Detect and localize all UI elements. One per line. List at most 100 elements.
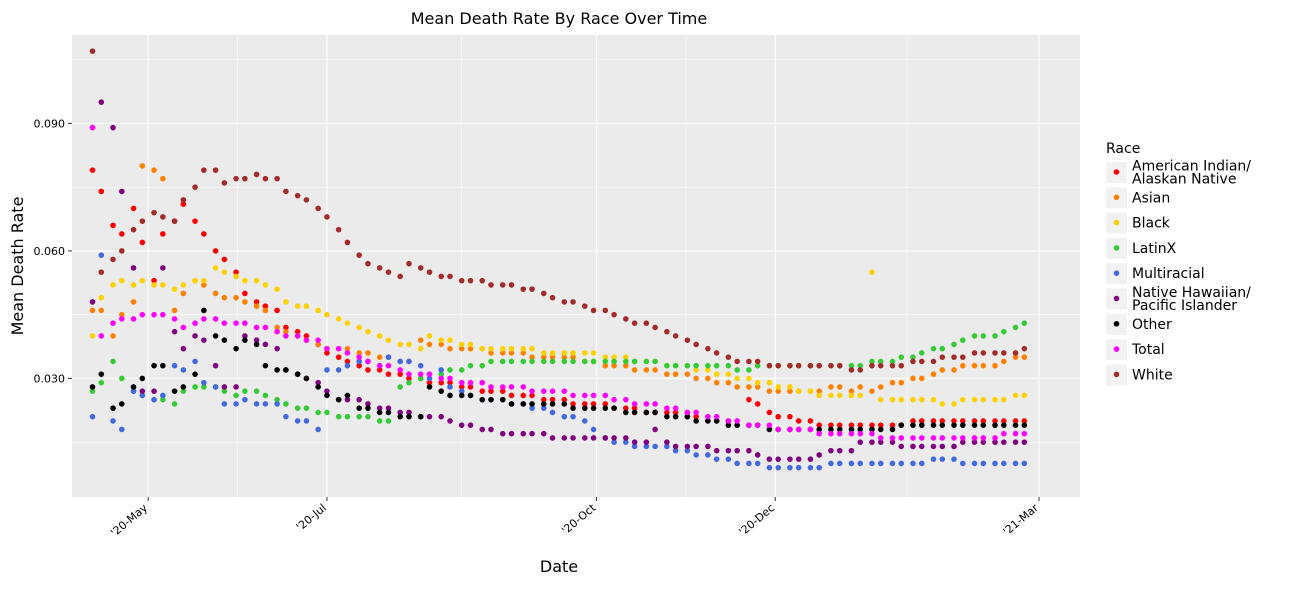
data-point bbox=[467, 379, 474, 386]
data-point bbox=[540, 401, 547, 407]
data-point bbox=[623, 316, 629, 322]
data-point bbox=[581, 418, 588, 424]
data-point bbox=[160, 392, 166, 399]
data-point bbox=[992, 396, 998, 403]
data-point bbox=[233, 273, 239, 280]
data-point bbox=[315, 341, 321, 348]
data-point bbox=[992, 435, 998, 441]
data-point bbox=[857, 430, 864, 437]
data-point bbox=[262, 392, 269, 399]
data-point bbox=[110, 222, 116, 229]
data-point bbox=[836, 430, 843, 437]
data-point bbox=[643, 443, 650, 450]
data-point bbox=[766, 426, 773, 433]
data-point bbox=[192, 333, 198, 339]
data-point bbox=[458, 277, 465, 284]
data-point bbox=[98, 371, 105, 377]
data-point bbox=[447, 379, 453, 386]
data-point bbox=[89, 167, 96, 173]
data-point bbox=[746, 384, 752, 390]
data-point bbox=[1021, 320, 1028, 326]
data-point bbox=[1021, 460, 1028, 467]
data-point bbox=[171, 388, 178, 394]
data-point bbox=[406, 341, 412, 348]
data-point bbox=[130, 388, 137, 394]
data-point bbox=[397, 413, 403, 420]
data-point bbox=[365, 413, 371, 420]
data-point bbox=[877, 422, 884, 428]
data-point bbox=[119, 248, 125, 254]
data-point bbox=[139, 277, 146, 284]
data-point bbox=[611, 439, 617, 445]
data-point bbox=[447, 418, 453, 424]
data-point bbox=[898, 422, 905, 428]
data-point bbox=[139, 375, 146, 382]
data-point bbox=[397, 358, 403, 365]
data-point bbox=[447, 367, 453, 373]
data-point bbox=[139, 392, 146, 399]
data-point bbox=[488, 282, 494, 288]
data-point bbox=[918, 460, 925, 467]
data-point bbox=[816, 422, 823, 428]
data-point bbox=[98, 252, 105, 258]
data-point bbox=[725, 371, 732, 377]
data-point bbox=[787, 362, 793, 369]
data-point bbox=[693, 341, 699, 348]
data-point bbox=[857, 460, 864, 467]
data-point bbox=[623, 362, 629, 369]
data-point bbox=[151, 167, 157, 173]
data-point bbox=[623, 396, 629, 403]
data-point bbox=[930, 435, 937, 441]
x-axis-label: Date bbox=[540, 557, 578, 576]
x-tick-label: '20-Oct bbox=[559, 501, 599, 537]
data-point bbox=[693, 409, 699, 416]
data-point bbox=[233, 320, 239, 326]
data-point bbox=[139, 311, 146, 318]
data-point bbox=[754, 422, 761, 428]
data-point bbox=[570, 299, 576, 305]
data-point bbox=[775, 456, 781, 462]
data-point bbox=[438, 413, 445, 420]
x-tick-label: '20-Dec bbox=[736, 501, 777, 538]
data-point bbox=[889, 379, 896, 386]
data-point bbox=[848, 460, 855, 467]
y-tick-label: 0.030 bbox=[34, 372, 66, 385]
data-point bbox=[98, 307, 105, 314]
y-tick-label: 0.090 bbox=[34, 117, 66, 130]
data-point bbox=[406, 371, 412, 377]
data-point bbox=[253, 401, 260, 407]
data-point bbox=[930, 422, 937, 428]
data-point bbox=[570, 435, 576, 441]
data-point bbox=[262, 303, 269, 309]
data-point bbox=[130, 384, 137, 390]
data-point bbox=[233, 345, 239, 352]
data-point bbox=[590, 405, 597, 411]
data-point bbox=[192, 371, 198, 377]
legend-key-point bbox=[1113, 295, 1120, 302]
data-point bbox=[959, 422, 966, 428]
data-point bbox=[365, 260, 371, 267]
data-point bbox=[570, 350, 576, 356]
data-point bbox=[406, 260, 412, 267]
data-point bbox=[980, 460, 987, 467]
data-point bbox=[869, 439, 875, 445]
data-point bbox=[1021, 392, 1028, 399]
data-point bbox=[426, 371, 433, 377]
data-point bbox=[684, 371, 691, 377]
data-point bbox=[549, 388, 556, 394]
data-point bbox=[242, 320, 248, 326]
data-point bbox=[212, 333, 219, 339]
data-point bbox=[910, 358, 916, 365]
data-point bbox=[672, 362, 679, 369]
data-point bbox=[262, 307, 269, 314]
data-point bbox=[664, 413, 670, 420]
data-point bbox=[385, 409, 392, 416]
data-point bbox=[458, 341, 465, 348]
data-point bbox=[1012, 324, 1019, 331]
legend-label: Asian bbox=[1132, 190, 1170, 206]
data-point bbox=[959, 435, 966, 441]
data-point bbox=[664, 443, 670, 450]
data-point bbox=[623, 409, 629, 416]
data-point bbox=[549, 354, 556, 360]
data-point bbox=[520, 350, 527, 356]
